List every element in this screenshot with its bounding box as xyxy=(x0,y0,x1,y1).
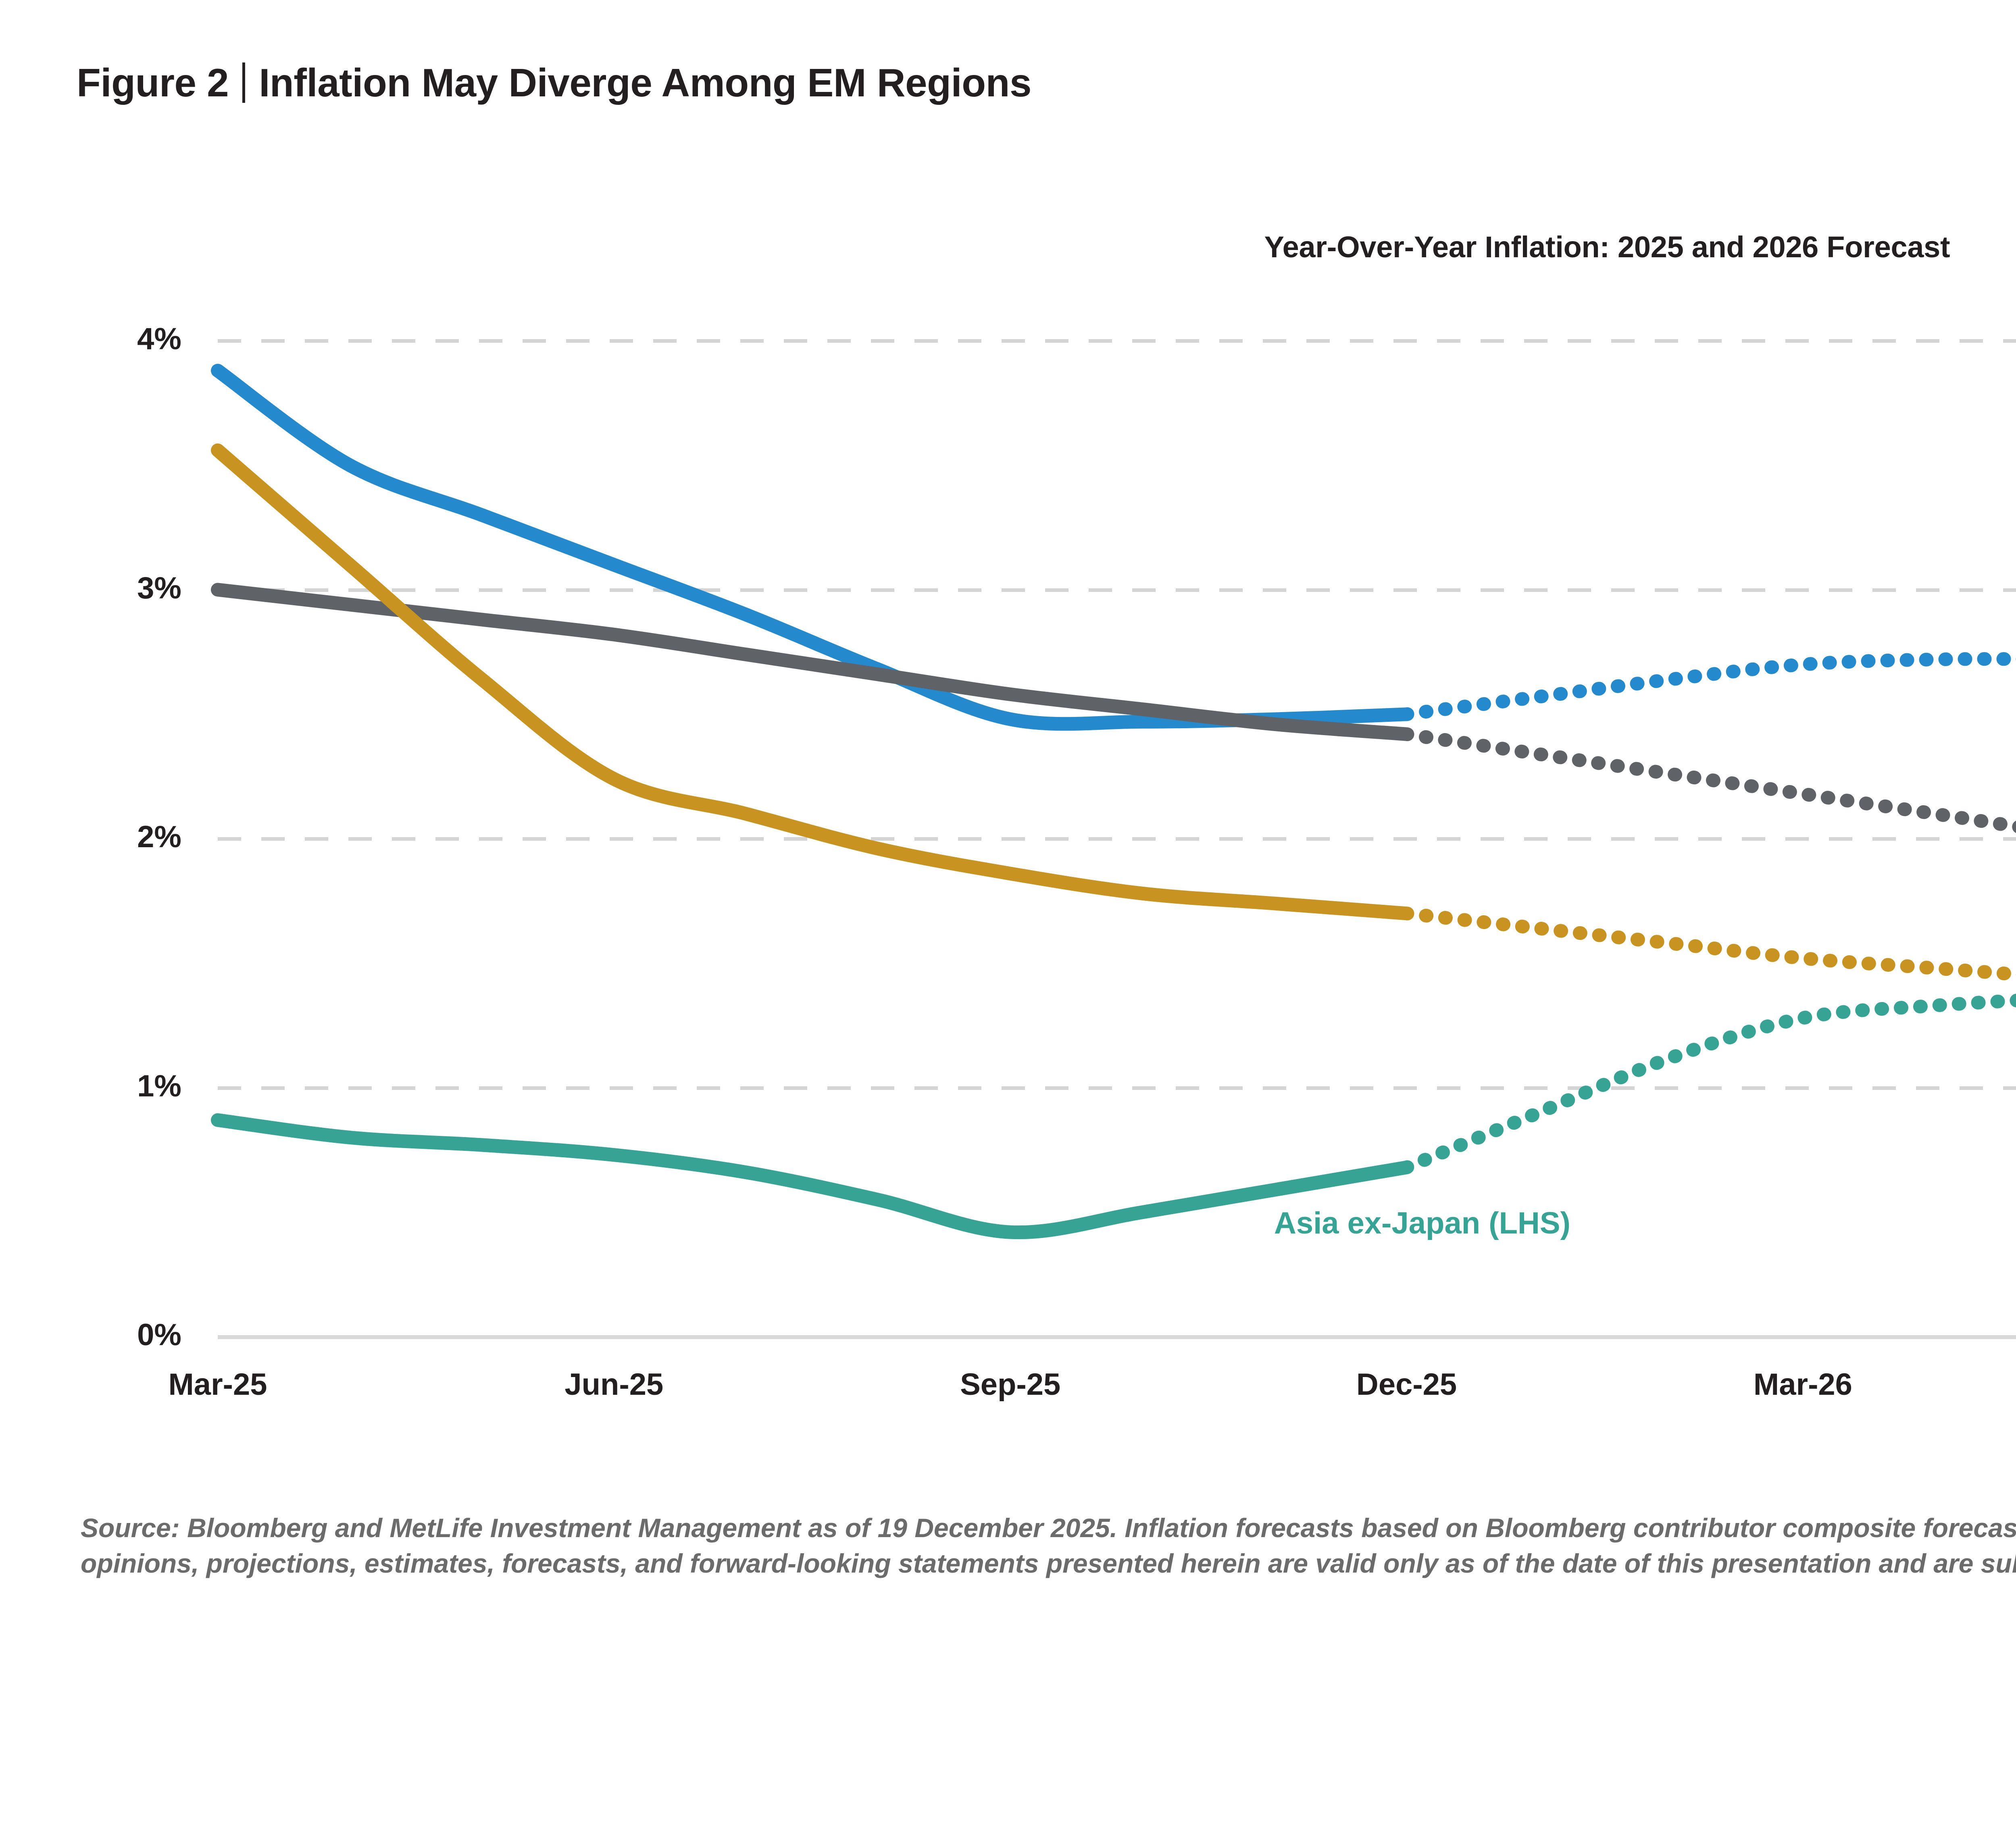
left-axis-tick-label: 3% xyxy=(137,571,181,605)
series-line-forecast-0 xyxy=(1400,652,2016,721)
gridline xyxy=(218,588,2016,592)
page-title: Inflation May Diverge Among EM Regions xyxy=(259,60,1031,105)
left-axis-tick-label: 2% xyxy=(137,820,181,854)
x-axis-tick-label: Dec-25 xyxy=(1356,1367,1457,1402)
gridline xyxy=(218,1086,2016,1090)
series-label-asia-ex-japan: Asia ex-Japan (LHS) xyxy=(1274,1206,1570,1240)
gridline xyxy=(218,837,2016,841)
left-axis-tick-label: 0% xyxy=(137,1318,181,1352)
series-line-solid-1 xyxy=(211,583,1414,741)
x-axis-baseline xyxy=(218,1335,2016,1339)
figure-number: Figure 2 xyxy=(77,60,229,105)
left-axis-tick-label: 4% xyxy=(137,322,181,356)
x-axis-tick-label: Sep-25 xyxy=(960,1367,1061,1402)
series-line-solid-3 xyxy=(211,1113,1414,1240)
chart-subtitle: Year-Over-Year Inflation: 2025 and 2026 … xyxy=(1264,230,1950,264)
gridline xyxy=(218,339,2016,343)
left-axis-tick-label: 1% xyxy=(137,1069,181,1103)
series-line-forecast-1 xyxy=(1400,727,2016,833)
x-axis-tick-label: Jun-25 xyxy=(564,1367,664,1402)
figure-header: Figure 2 Inflation May Diverge Among EM … xyxy=(77,56,1031,109)
x-axis-tick-label: Mar-25 xyxy=(168,1367,267,1402)
series-line-forecast-2 xyxy=(1400,906,2016,981)
source-note: Source: Bloomberg and MetLife Investment… xyxy=(81,1513,2016,1579)
series-line-solid-2 xyxy=(211,443,1414,921)
series-lines xyxy=(211,364,2016,1240)
x-axis-tick-label: Mar-26 xyxy=(1753,1367,1852,1402)
chart-plot-area: 0%1%2%3%4% 0%5%10%15%20% Mar-25Jun-25Sep… xyxy=(137,322,2016,1402)
series-line-forecast-3 xyxy=(1400,994,2016,1175)
title-divider xyxy=(242,63,246,103)
